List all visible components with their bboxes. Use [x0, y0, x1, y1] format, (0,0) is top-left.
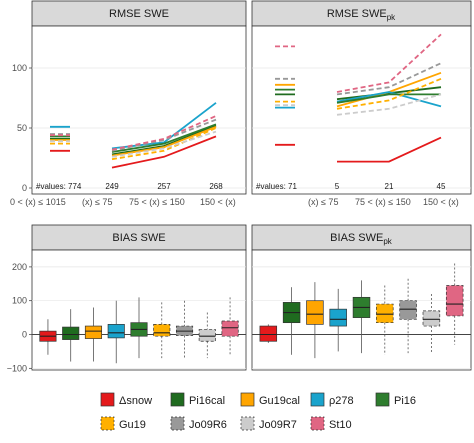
y-axis-bias-swe: −100 0 100 200 — [7, 262, 32, 373]
legend-label-pi16cal: Pi16cal — [189, 395, 225, 407]
x-category-1: (x) ≤ 75 — [82, 197, 112, 207]
strip-title-rmse-swe: RMSE SWE — [109, 8, 169, 20]
count-c3-left: 257 — [157, 182, 171, 191]
y-tick-label: 200 — [12, 262, 27, 272]
count-c4-left: 268 — [209, 182, 223, 191]
box-st10 — [221, 320, 239, 337]
series-line-jo09r7 — [111, 130, 217, 158]
x-category-pk-1: (x) ≤ 75 — [308, 197, 338, 207]
count-prefix-left: #values: 774 — [36, 182, 82, 191]
grid-rmse-swe-pk — [252, 67, 471, 189]
legend-label-gu19: Gu19 — [119, 419, 146, 431]
box-pi16cal — [62, 326, 80, 340]
legend-label-snow: Δsnow — [119, 395, 152, 407]
box-rho278 — [107, 324, 125, 339]
box-snow — [259, 325, 278, 342]
box-rho278 — [329, 308, 347, 327]
strip-rmse-swe-pk — [251, 0, 472, 27]
legend-label-rho278: ρ278 — [329, 395, 354, 407]
box-gu19 — [153, 324, 171, 337]
series-line-st10 — [336, 33, 442, 93]
strip-rmse-swe — [31, 0, 247, 27]
y-tick-label: 0 — [22, 183, 27, 193]
legend-label-jo09r7: Jo09R7 — [259, 419, 297, 431]
series-line-gu19cal — [111, 125, 217, 157]
x-category-3: 150 < (x) — [200, 197, 236, 207]
box-jo09r6 — [399, 300, 417, 320]
legend-swatch-jo09r7 — [240, 416, 255, 431]
series-line-jo09r6 — [111, 118, 217, 152]
y-tick-label: 100 — [12, 63, 27, 73]
x-category-2: 75 < (x) ≤ 150 — [129, 197, 185, 207]
strip-title-rmse-swe-pk: RMSE SWEpk — [327, 8, 396, 22]
x-category-labels: 0 < (x) ≤ 1015 (x) ≤ 75 75 < (x) ≤ 150 1… — [10, 197, 459, 207]
legend: Δsnow Pi16cal Gu19cal ρ278 Pi16 Gu19 Jo09R6 Jo0… — [100, 392, 416, 431]
y-tick-label: 0 — [22, 330, 27, 340]
box-st10 — [445, 285, 464, 317]
panel-bias-swe-pk: BIAS SWEpk — [251, 224, 472, 371]
series-line-jo09r6 — [336, 62, 442, 96]
x-category-0: 0 < (x) ≤ 1015 — [10, 197, 66, 207]
series-line-gu19 — [336, 77, 442, 110]
count-prefix-right: #values: 71 — [256, 182, 297, 191]
count-c4-right: 45 — [437, 182, 446, 191]
count-c3-right: 21 — [385, 182, 394, 191]
panel-bias-swe: BIAS SWE −100 0 100 200 — [7, 224, 247, 373]
box-jo09r7 — [422, 310, 441, 327]
strip-bias-swe — [31, 224, 247, 251]
plot-area-rmse-swe-pk — [251, 25, 472, 195]
series-line-pi16cal — [336, 86, 442, 101]
series-line-snow — [111, 135, 217, 169]
legend-swatch-rho278 — [310, 392, 325, 407]
panel-rmse-swe: RMSE SWE #values: 774 249 257 268 0 50 100 — [12, 0, 247, 195]
legend-swatch-pi16cal — [170, 392, 185, 407]
legend-swatch-jo09r6 — [170, 416, 185, 431]
legend-label-jo09r6: Jo09R6 — [189, 419, 227, 431]
legend-swatch-snow — [100, 392, 115, 407]
y-axis-rmse-swe: 0 50 100 — [12, 63, 32, 193]
strip-title-bias-swe: BIAS SWE — [112, 232, 165, 244]
legend-label-pi16: Pi16 — [394, 395, 416, 407]
legend-swatch-gu19 — [100, 416, 115, 431]
count-c2-left: 249 — [105, 182, 119, 191]
series-line-pi16 — [336, 93, 441, 104]
x-category-pk-3: 150 < (x) — [423, 197, 459, 207]
series-line-snow — [337, 136, 442, 163]
strip-title-bias-swe-pk: BIAS SWEpk — [330, 232, 393, 246]
panel-rmse-swe-pk: RMSE SWEpk #values: 71 5 21 45 — [251, 0, 472, 195]
series-line-pi16cal — [111, 124, 217, 156]
legend-swatch-pi16 — [375, 392, 390, 407]
marks-rmse-swe-pk — [275, 33, 442, 163]
count-c2-right: 5 — [335, 182, 340, 191]
legend-label-gu19cal: Gu19cal — [259, 395, 300, 407]
marks-rmse-swe — [50, 102, 217, 169]
series-line-jo09r7 — [336, 93, 442, 116]
y-tick-label: 100 — [12, 296, 27, 306]
x-category-pk-2: 75 < (x) ≤ 150 — [355, 197, 411, 207]
marks-bias-swe — [39, 297, 239, 364]
series-line-gu19 — [111, 127, 217, 161]
plot-area-rmse-swe — [31, 25, 247, 195]
series-line-pi16 — [111, 123, 217, 153]
box-gu19cal — [306, 300, 324, 325]
legend-swatch-st10 — [310, 416, 325, 431]
box-gu19 — [376, 303, 394, 324]
legend-label-st10: St10 — [329, 419, 352, 431]
series-line-st10 — [111, 115, 217, 151]
box-gu19cal — [84, 325, 103, 339]
box-jo09r7 — [198, 329, 216, 342]
y-tick-label: −100 — [7, 363, 27, 373]
legend-swatch-gu19cal — [240, 392, 255, 407]
marks-bias-swe-pk — [259, 263, 464, 359]
y-tick-label: 50 — [17, 123, 27, 133]
series-line-rho278 — [336, 91, 442, 108]
